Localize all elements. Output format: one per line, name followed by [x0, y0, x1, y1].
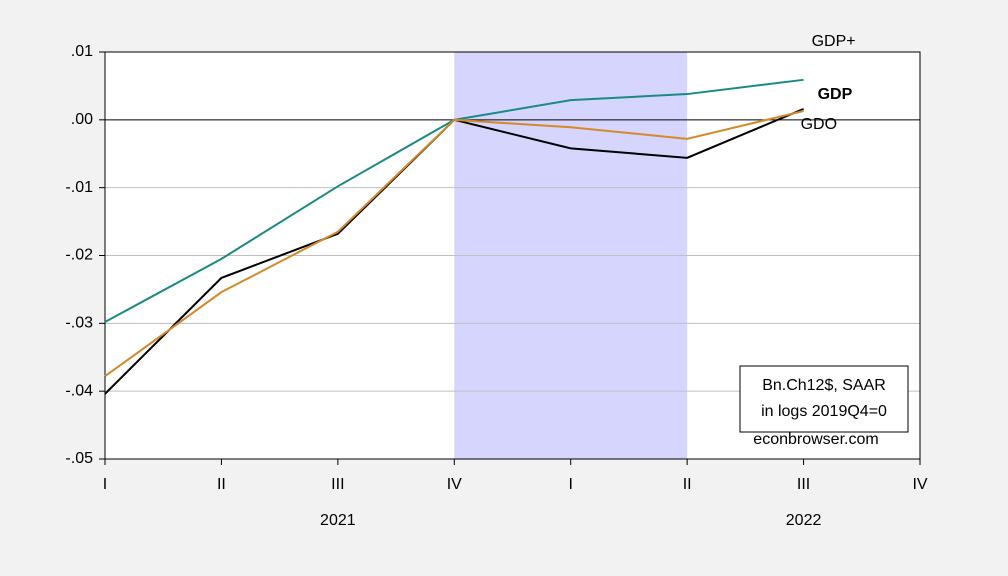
x-tick-label: IV: [912, 476, 927, 493]
x-tick-label: I: [103, 476, 107, 493]
y-tick-label: -.01: [65, 179, 93, 196]
annotation-box: [739, 365, 909, 433]
annotation: in logs 2019Q4=0: [761, 403, 887, 420]
y-tick-label: .01: [71, 43, 93, 60]
x-tick-label: III: [331, 476, 344, 493]
y-tick-label: .00: [71, 111, 93, 128]
plot-frame: [104, 51, 921, 460]
x-tick-label: I: [568, 476, 572, 493]
x-group-label: 2022: [786, 512, 822, 529]
y-tick-label: -.03: [65, 315, 93, 332]
x-tick-label: III: [797, 476, 810, 493]
series-label: GDO: [801, 116, 837, 133]
x-group-label: 2021: [320, 512, 356, 529]
x-tick-label: II: [683, 476, 692, 493]
y-tick-label: -.02: [65, 247, 93, 264]
y-tick-label: -.04: [65, 382, 93, 399]
series-label: GDP: [818, 86, 853, 103]
series-label: GDP+: [812, 33, 856, 50]
annotation: Bn.Ch12$, SAAR: [762, 377, 886, 394]
y-tick-label: -.05: [65, 450, 93, 467]
source: econbrowser.com: [753, 431, 878, 448]
series-line: [104, 110, 804, 378]
x-tick-label: II: [217, 476, 226, 493]
x-tick-label: IV: [447, 476, 462, 493]
